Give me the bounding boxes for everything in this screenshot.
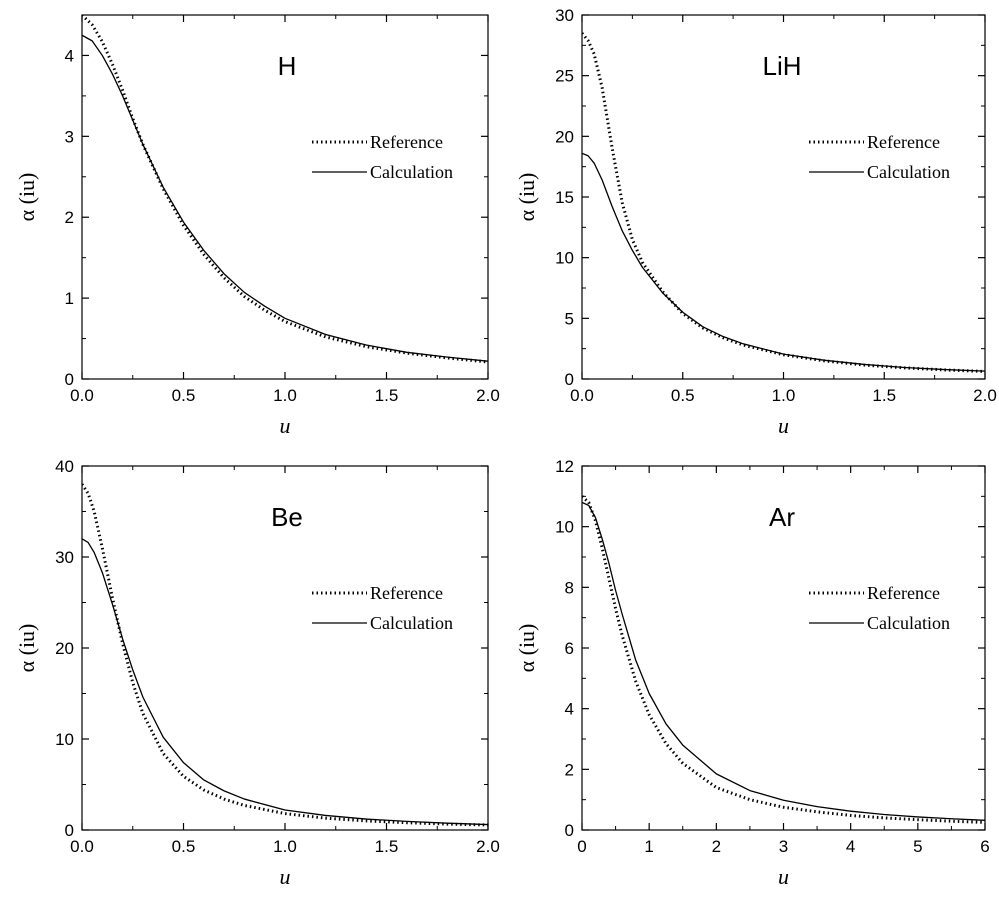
legend-label: Calculation	[370, 613, 453, 633]
x-tick-label: 1.0	[273, 837, 297, 856]
x-tick-label: 1.0	[273, 386, 297, 405]
y-tick-label: 3	[65, 127, 74, 146]
y-tick-label: 6	[565, 639, 574, 658]
x-tick-label: 0.0	[70, 837, 94, 856]
x-tick-label: 0.0	[570, 386, 594, 405]
y-tick-label: 30	[55, 548, 74, 567]
legend-label: Calculation	[370, 162, 453, 182]
y-tick-label: 2	[565, 760, 574, 779]
y-tick-label: 0	[565, 370, 574, 389]
panel-label: H	[278, 51, 297, 81]
panel-label: Ar	[769, 502, 795, 532]
x-tick-label: 2.0	[973, 386, 997, 405]
x-tick-label: 1.5	[375, 386, 399, 405]
legend-label: Calculation	[867, 162, 950, 182]
x-tick-label: 2.0	[476, 386, 500, 405]
y-tick-label: 0	[65, 370, 74, 389]
y-tick-label: 15	[555, 188, 574, 207]
y-tick-label: 0	[65, 821, 74, 840]
x-axis-title: u	[280, 864, 291, 889]
legend-label: Reference	[370, 132, 443, 152]
y-tick-label: 10	[555, 518, 574, 537]
series-line-calculation	[82, 34, 488, 362]
panel-be: 0.0 0.5 1.0 1.5 2.0 0 10 20 30 40 u α (iu) Be Referen…	[14, 457, 500, 889]
x-tick-label: 2	[712, 837, 721, 856]
x-tick-label: 0.5	[671, 386, 695, 405]
y-tick-label: 0	[565, 821, 574, 840]
y-tick-label: 1	[65, 289, 74, 308]
y-tick-label: 20	[55, 639, 74, 658]
series-line-reference	[582, 32, 985, 373]
x-tick-label: 0.0	[70, 386, 94, 405]
x-axis-title: u	[778, 413, 789, 438]
y-axis-title: α (iu)	[514, 173, 539, 222]
y-tick-label: 4	[565, 700, 574, 719]
series-line-calculation	[82, 538, 488, 826]
x-tick-label: 0	[577, 837, 586, 856]
x-axis-title: u	[778, 864, 789, 889]
y-tick-label: 2	[65, 208, 74, 227]
x-tick-label: 0.5	[172, 837, 196, 856]
legend-label: Reference	[867, 583, 940, 603]
y-axis-title: α (iu)	[14, 173, 39, 222]
series-line-reference	[82, 483, 488, 827]
y-tick-label: 40	[55, 457, 74, 476]
y-tick-label: 12	[555, 457, 574, 476]
panel-h: 0.0 0.5 1.0 1.5 2.0 0 1 2 3 4 u α (iu) H Reference Cal…	[14, 14, 500, 438]
x-tick-label: 1	[644, 837, 653, 856]
x-tick-label: 6	[980, 837, 989, 856]
x-axis-title: u	[280, 413, 291, 438]
legend-label: Calculation	[867, 613, 950, 633]
y-tick-label: 25	[555, 67, 574, 86]
series-line-calculation	[582, 152, 985, 372]
y-tick-label: 10	[555, 249, 574, 268]
x-tick-label: 1.0	[772, 386, 796, 405]
series-line-reference	[82, 15, 488, 364]
y-tick-label: 30	[555, 6, 574, 25]
x-tick-label: 3	[779, 837, 788, 856]
y-tick-label: 5	[565, 309, 574, 328]
legend-label: Reference	[370, 583, 443, 603]
x-tick-label: 1.5	[375, 837, 399, 856]
panel-label: Be	[271, 502, 303, 532]
x-tick-label: 5	[913, 837, 922, 856]
panel-label: LiH	[762, 51, 801, 81]
y-axis-title: α (iu)	[514, 624, 539, 673]
y-tick-label: 4	[65, 46, 74, 65]
x-tick-label: 2.0	[476, 837, 500, 856]
x-tick-label: 1.5	[872, 386, 896, 405]
y-axis-title: α (iu)	[14, 624, 39, 673]
series-line-reference	[582, 495, 985, 824]
x-tick-label: 4	[846, 837, 855, 856]
y-tick-label: 20	[555, 127, 574, 146]
y-tick-label: 10	[55, 730, 74, 749]
panel-lih: 0.0 0.5 1.0 1.5 2.0 0 5 10 15 20 25 30 u α (iu) LiH Ref…	[514, 6, 997, 438]
legend-label: Reference	[867, 132, 940, 152]
y-tick-label: 8	[565, 578, 574, 597]
series-line-calculation	[582, 501, 985, 821]
x-tick-label: 0.5	[172, 386, 196, 405]
